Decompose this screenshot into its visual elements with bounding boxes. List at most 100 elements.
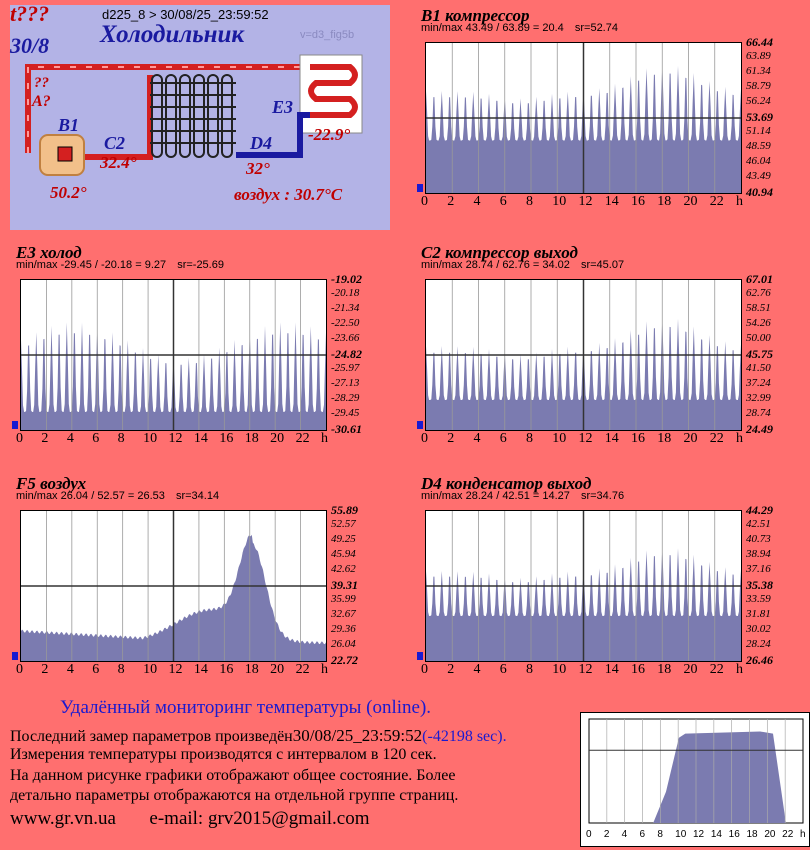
x-tick-label: 20 xyxy=(270,662,285,677)
chart-d4-condenser-out: D4 конденсатор выход min/max 28.24 / 42.… xyxy=(415,474,810,686)
chart-stats: min/max 43.49 / 63.89 = 20.4 sr=52.74 xyxy=(421,22,626,34)
y-tick-label: 48.59 xyxy=(746,140,771,152)
mini-x-tick-label: 16 xyxy=(728,829,740,840)
x-tick-label: 10 xyxy=(143,431,158,446)
y-tick-label: 58.51 xyxy=(746,302,771,314)
y-tick-label: 39.31 xyxy=(331,578,358,592)
x-tick-label: 4 xyxy=(473,431,481,446)
chart-svg xyxy=(426,43,741,193)
y-tick-label: 55.89 xyxy=(331,503,358,517)
x-tick-label: 6 xyxy=(499,194,507,209)
chart-minmax: min/max 26.04 / 52.57 = 26.53 xyxy=(16,490,165,502)
y-tick-label: -27.13 xyxy=(331,377,360,389)
y-tick-label: 61.34 xyxy=(746,65,771,77)
chart-title: C2 компрессор выход xyxy=(421,243,578,262)
x-tick-label: 16 xyxy=(219,662,234,677)
y-tick-label: 56.24 xyxy=(746,95,771,107)
alarm-indicator: t??? xyxy=(10,1,50,26)
y-tick-label: -30.61 xyxy=(331,422,362,436)
sensor-c2-value: 32.4° xyxy=(100,153,137,172)
y-tick-label: 37.24 xyxy=(746,377,771,389)
chart-f5-air: F5 воздух min/max 26.04 / 52.57 = 26.53 … xyxy=(10,474,395,686)
x-tick-label: 16 xyxy=(631,431,645,446)
x-tick-label: 16 xyxy=(631,194,645,209)
y-tick-label: 32.99 xyxy=(746,392,771,404)
x-tick-label: 14 xyxy=(604,431,619,446)
y-tick-label: -29.45 xyxy=(331,407,360,419)
x-tick-label: 12 xyxy=(578,431,593,446)
site-link[interactable]: www.gr.vn.ua xyxy=(10,808,116,829)
chart-plot-area xyxy=(425,510,742,662)
y-tick-label: 31.81 xyxy=(746,608,771,620)
mini-x-tick-label: 4 xyxy=(621,829,628,840)
chart-stats: min/max 26.04 / 52.57 = 26.53 sr=34.14 xyxy=(16,490,227,502)
y-tick-label: 43.49 xyxy=(746,170,771,182)
y-tick-label: 44.29 xyxy=(746,503,773,517)
chart-title: D4 конденсатор выход xyxy=(421,474,592,493)
y-tick-label: -22.50 xyxy=(331,317,360,329)
description-line-1: На данном рисунке графики отображают общ… xyxy=(10,767,456,784)
email-link[interactable]: e-mail: grv2015@gmail.com xyxy=(149,808,370,829)
x-tick-label: 18 xyxy=(657,431,672,446)
y-tick-label: 67.01 xyxy=(746,272,773,286)
mini-x-tick-label: h xyxy=(800,829,806,840)
x-tick-label: 2 xyxy=(447,431,455,446)
y-tick-label: -23.66 xyxy=(331,332,360,344)
y-tick-label: 29.36 xyxy=(331,623,356,635)
y-tick-label: 66.44 xyxy=(746,35,773,49)
condenser-coil xyxy=(150,74,236,158)
date-short: 30/8 xyxy=(10,33,50,58)
x-tick-label: 6 xyxy=(499,431,507,446)
mini-x-tick-label: 20 xyxy=(764,829,776,840)
y-tick-label: 45.94 xyxy=(331,548,356,560)
current-position-marker xyxy=(417,421,423,429)
chart-sr: sr=52.74 xyxy=(574,22,618,34)
mini-x-tick-label: 14 xyxy=(710,829,722,840)
x-tick-label: 12 xyxy=(168,431,183,446)
chart-sr: sr=34.76 xyxy=(580,490,625,502)
x-tick-label: 22 xyxy=(709,194,724,209)
current-position-marker xyxy=(12,652,18,660)
y-tick-label: 42.51 xyxy=(746,518,771,530)
mini-x-tick-label: 2 xyxy=(603,829,610,840)
x-tick-label: 8 xyxy=(526,662,533,677)
y-tick-label: 63.89 xyxy=(746,50,771,62)
chart-stats: min/max 28.74 / 62.76 = 34.02 sr=45.07 xyxy=(421,259,632,271)
x-tick-label: 8 xyxy=(117,431,125,446)
x-tick-label: 14 xyxy=(604,662,619,677)
x-tick-label: 10 xyxy=(552,662,567,677)
x-tick-label: 20 xyxy=(683,194,698,209)
y-tick-label: 35.38 xyxy=(746,578,773,592)
y-tick-label: 46.04 xyxy=(746,155,771,167)
x-tick-label: 22 xyxy=(295,662,310,677)
x-tick-label: 18 xyxy=(244,431,259,446)
y-tick-label: 26.04 xyxy=(331,638,356,650)
chart-b1-compressor: B1 компрессор min/max 43.49 / 63.89 = 20… xyxy=(415,6,810,218)
x-tick-label: 18 xyxy=(244,662,259,677)
current-position-marker xyxy=(12,421,18,429)
x-tick-label: h xyxy=(736,194,743,209)
chart-sr: sr=45.07 xyxy=(580,259,625,271)
x-tick-label: 0 xyxy=(16,431,23,446)
chart-stats: min/max -29.45 / -20.18 = 9.27 sr=-25.69 xyxy=(16,259,232,271)
x-tick-label: 0 xyxy=(16,662,23,677)
y-tick-label: 50.00 xyxy=(746,332,771,344)
chart-plot-area xyxy=(425,279,742,431)
last-measurement-line: Последний замер параметров произведён30/… xyxy=(10,726,507,746)
chart-title: F5 воздух xyxy=(16,474,87,493)
contacts: www.gr.vn.ua e-mail: grv2015@gmail.com xyxy=(10,808,370,830)
x-tick-label: 6 xyxy=(92,431,100,446)
y-tick-label: 58.79 xyxy=(746,80,771,92)
current-position-marker xyxy=(417,652,423,660)
x-tick-label: 8 xyxy=(117,662,125,677)
y-tick-label: 32.67 xyxy=(331,608,356,620)
sensor-d4-label: D4 xyxy=(250,133,272,153)
x-tick-label: 20 xyxy=(270,431,285,446)
query-marks: ?? xyxy=(34,75,49,91)
y-tick-label: 40.73 xyxy=(746,533,771,545)
chart-c2-compressor-out: C2 компрессор выход min/max 28.74 / 62.7… xyxy=(415,243,810,455)
y-tick-label: 41.50 xyxy=(746,362,771,374)
chart-plot-area xyxy=(20,279,327,431)
y-tick-label: -21.34 xyxy=(331,302,360,314)
mini-x-tick-label: 0 xyxy=(586,829,592,840)
